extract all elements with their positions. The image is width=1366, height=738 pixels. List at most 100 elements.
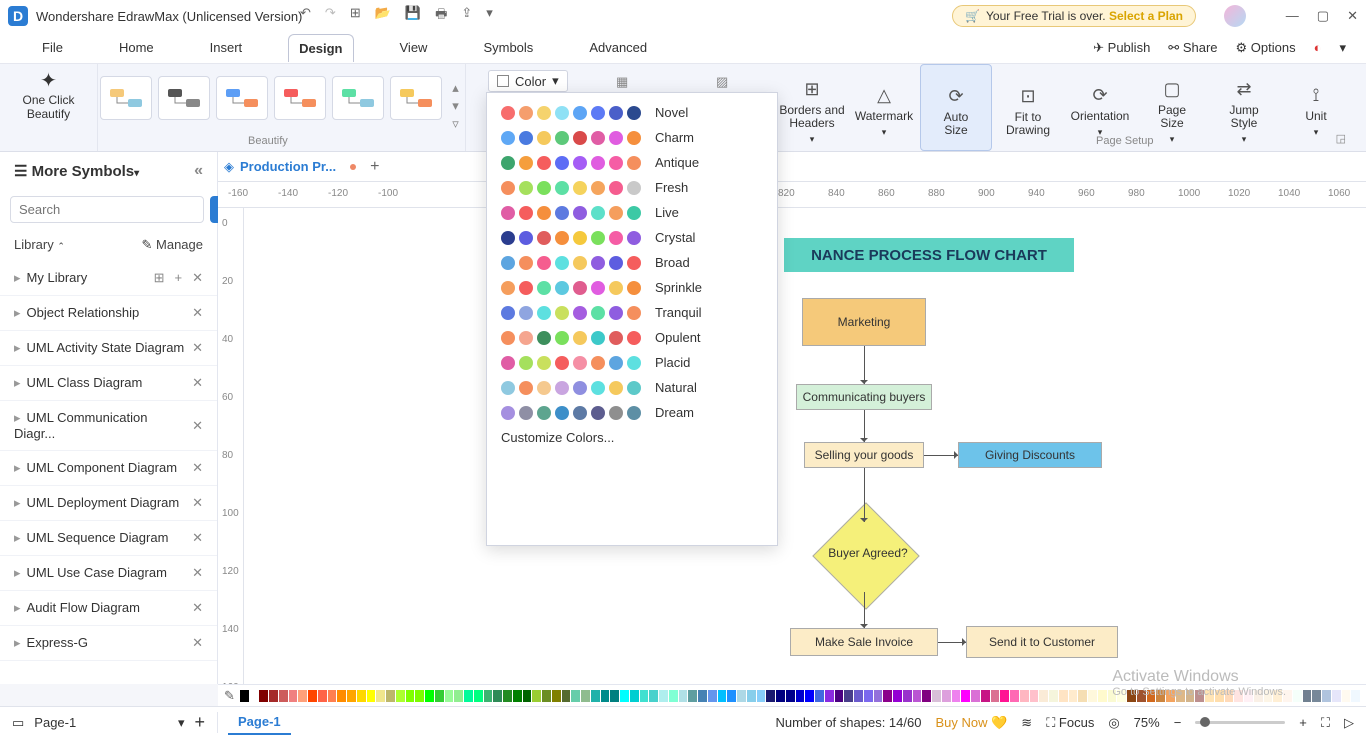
- color-swatch[interactable]: [347, 690, 356, 702]
- buy-now-button[interactable]: Buy Now 💛: [935, 715, 1007, 731]
- color-swatch[interactable]: [610, 690, 619, 702]
- style-thumb-4[interactable]: [332, 76, 384, 120]
- style-thumb-2[interactable]: [216, 76, 268, 120]
- fit-icon[interactable]: ◎: [1108, 715, 1119, 731]
- print-icon[interactable]: 🖶: [435, 5, 447, 27]
- color-swatch[interactable]: [659, 690, 668, 702]
- menu-view[interactable]: View: [390, 34, 438, 62]
- color-swatch[interactable]: [1059, 690, 1068, 702]
- color-swatch[interactable]: [240, 690, 249, 702]
- color-swatch[interactable]: [874, 690, 883, 702]
- color-swatch[interactable]: [1020, 690, 1029, 702]
- color-swatch[interactable]: [386, 690, 395, 702]
- color-swatch[interactable]: [1078, 690, 1087, 702]
- color-swatch[interactable]: [523, 690, 532, 702]
- add-page-button[interactable]: +: [194, 712, 205, 733]
- page-chevron-icon[interactable]: ▾: [178, 715, 185, 731]
- node-sendit[interactable]: Send it to Customer: [966, 626, 1118, 658]
- color-swatch[interactable]: [357, 690, 366, 702]
- color-swatch[interactable]: [1069, 690, 1078, 702]
- library-item[interactable]: ▸Express-G✕: [0, 626, 217, 661]
- color-swatch[interactable]: [279, 690, 288, 702]
- color-swatch[interactable]: [259, 690, 268, 702]
- color-swatch[interactable]: [1030, 690, 1039, 702]
- color-swatch[interactable]: [883, 690, 892, 702]
- color-scheme-fresh[interactable]: Fresh: [501, 180, 763, 195]
- color-scheme-live[interactable]: Live: [501, 205, 763, 220]
- color-swatch[interactable]: [718, 690, 727, 702]
- library-item[interactable]: ▸Object Relationship✕: [0, 296, 217, 331]
- color-swatch[interactable]: [1351, 690, 1360, 702]
- color-swatch[interactable]: [435, 690, 444, 702]
- color-swatch[interactable]: [298, 690, 307, 702]
- color-swatch[interactable]: [805, 690, 814, 702]
- page-selector[interactable]: Page-1: [34, 715, 76, 730]
- color-swatch[interactable]: [591, 690, 600, 702]
- color-scheme-placid[interactable]: Placid: [501, 355, 763, 370]
- color-scheme-dream[interactable]: Dream: [501, 405, 763, 420]
- color-swatch[interactable]: [893, 690, 902, 702]
- color-swatch[interactable]: [630, 690, 639, 702]
- color-swatch[interactable]: [406, 690, 415, 702]
- color-swatch[interactable]: [796, 690, 805, 702]
- color-swatch[interactable]: [376, 690, 385, 702]
- one-click-beautify-button[interactable]: ✦ One Click Beautify: [4, 68, 94, 121]
- color-swatch[interactable]: [1049, 690, 1058, 702]
- color-swatch[interactable]: [854, 690, 863, 702]
- color-scheme-sprinkle[interactable]: Sprinkle: [501, 280, 763, 295]
- share-button[interactable]: ⚯ Share: [1168, 40, 1217, 56]
- customize-colors-button[interactable]: Customize Colors...: [501, 430, 763, 445]
- new-icon[interactable]: ⊞: [350, 5, 361, 27]
- canvas[interactable]: NANCE PROCESS FLOW CHART Marketing Commu…: [244, 208, 1366, 684]
- library-item[interactable]: ▸UML Activity State Diagram✕: [0, 331, 217, 366]
- library-item[interactable]: ▸UML Class Diagram✕: [0, 366, 217, 401]
- color-swatch[interactable]: [669, 690, 678, 702]
- color-swatch[interactable]: [835, 690, 844, 702]
- manage-button[interactable]: ✎ Manage: [142, 237, 204, 253]
- export-icon[interactable]: ⇪: [461, 5, 472, 27]
- ribbon-watermark[interactable]: △Watermark▾: [848, 64, 920, 151]
- trial-banner[interactable]: 🛒 Your Free Trial is over. Select a Plan: [952, 5, 1196, 27]
- color-swatch[interactable]: [961, 690, 970, 702]
- collapse-sidebar-icon[interactable]: «: [194, 162, 203, 180]
- style-thumb-5[interactable]: [390, 76, 442, 120]
- color-swatch[interactable]: [484, 690, 493, 702]
- color-swatch[interactable]: [337, 690, 346, 702]
- color-swatch[interactable]: [747, 690, 756, 702]
- library-item[interactable]: ▸UML Use Case Diagram✕: [0, 556, 217, 591]
- color-swatch[interactable]: [942, 690, 951, 702]
- color-swatch[interactable]: [1322, 690, 1331, 702]
- color-swatch[interactable]: [1098, 690, 1107, 702]
- color-swatch[interactable]: [1293, 690, 1302, 702]
- color-swatch[interactable]: [513, 690, 522, 702]
- color-swatch[interactable]: [1342, 690, 1351, 702]
- color-scheme-charm[interactable]: Charm: [501, 130, 763, 145]
- menu-advanced[interactable]: Advanced: [579, 34, 657, 62]
- color-swatch[interactable]: [698, 690, 707, 702]
- color-swatch[interactable]: [474, 690, 483, 702]
- color-swatch[interactable]: [1039, 690, 1048, 702]
- color-swatch[interactable]: [903, 690, 912, 702]
- color-swatch[interactable]: [932, 690, 941, 702]
- color-swatch[interactable]: [786, 690, 795, 702]
- color-swatch[interactable]: [991, 690, 1000, 702]
- new-tab-button[interactable]: +: [370, 158, 379, 176]
- redo-icon[interactable]: ↷: [325, 5, 336, 27]
- color-swatch[interactable]: [864, 690, 873, 702]
- presentation-icon[interactable]: ▷: [1344, 715, 1354, 731]
- library-item[interactable]: ▸UML Component Diagram✕: [0, 451, 217, 486]
- menu-home[interactable]: Home: [109, 34, 164, 62]
- layers-icon[interactable]: ≋: [1021, 715, 1032, 731]
- color-swatch[interactable]: [601, 690, 610, 702]
- page-layout-icon[interactable]: ▭: [12, 715, 24, 731]
- library-item[interactable]: ▸UML Sequence Diagram✕: [0, 521, 217, 556]
- search-input[interactable]: [10, 196, 204, 223]
- library-item[interactable]: ▸My Library⊞+✕: [0, 261, 217, 296]
- color-swatch[interactable]: [727, 690, 736, 702]
- color-swatch[interactable]: [1088, 690, 1097, 702]
- flowchart-title[interactable]: NANCE PROCESS FLOW CHART: [784, 238, 1074, 272]
- color-swatch[interactable]: [1312, 690, 1321, 702]
- page-tab[interactable]: Page-1: [228, 710, 291, 735]
- ribbon-fit-to-drawing[interactable]: ⊡Fit to Drawing: [992, 64, 1064, 151]
- color-swatch[interactable]: [571, 690, 580, 702]
